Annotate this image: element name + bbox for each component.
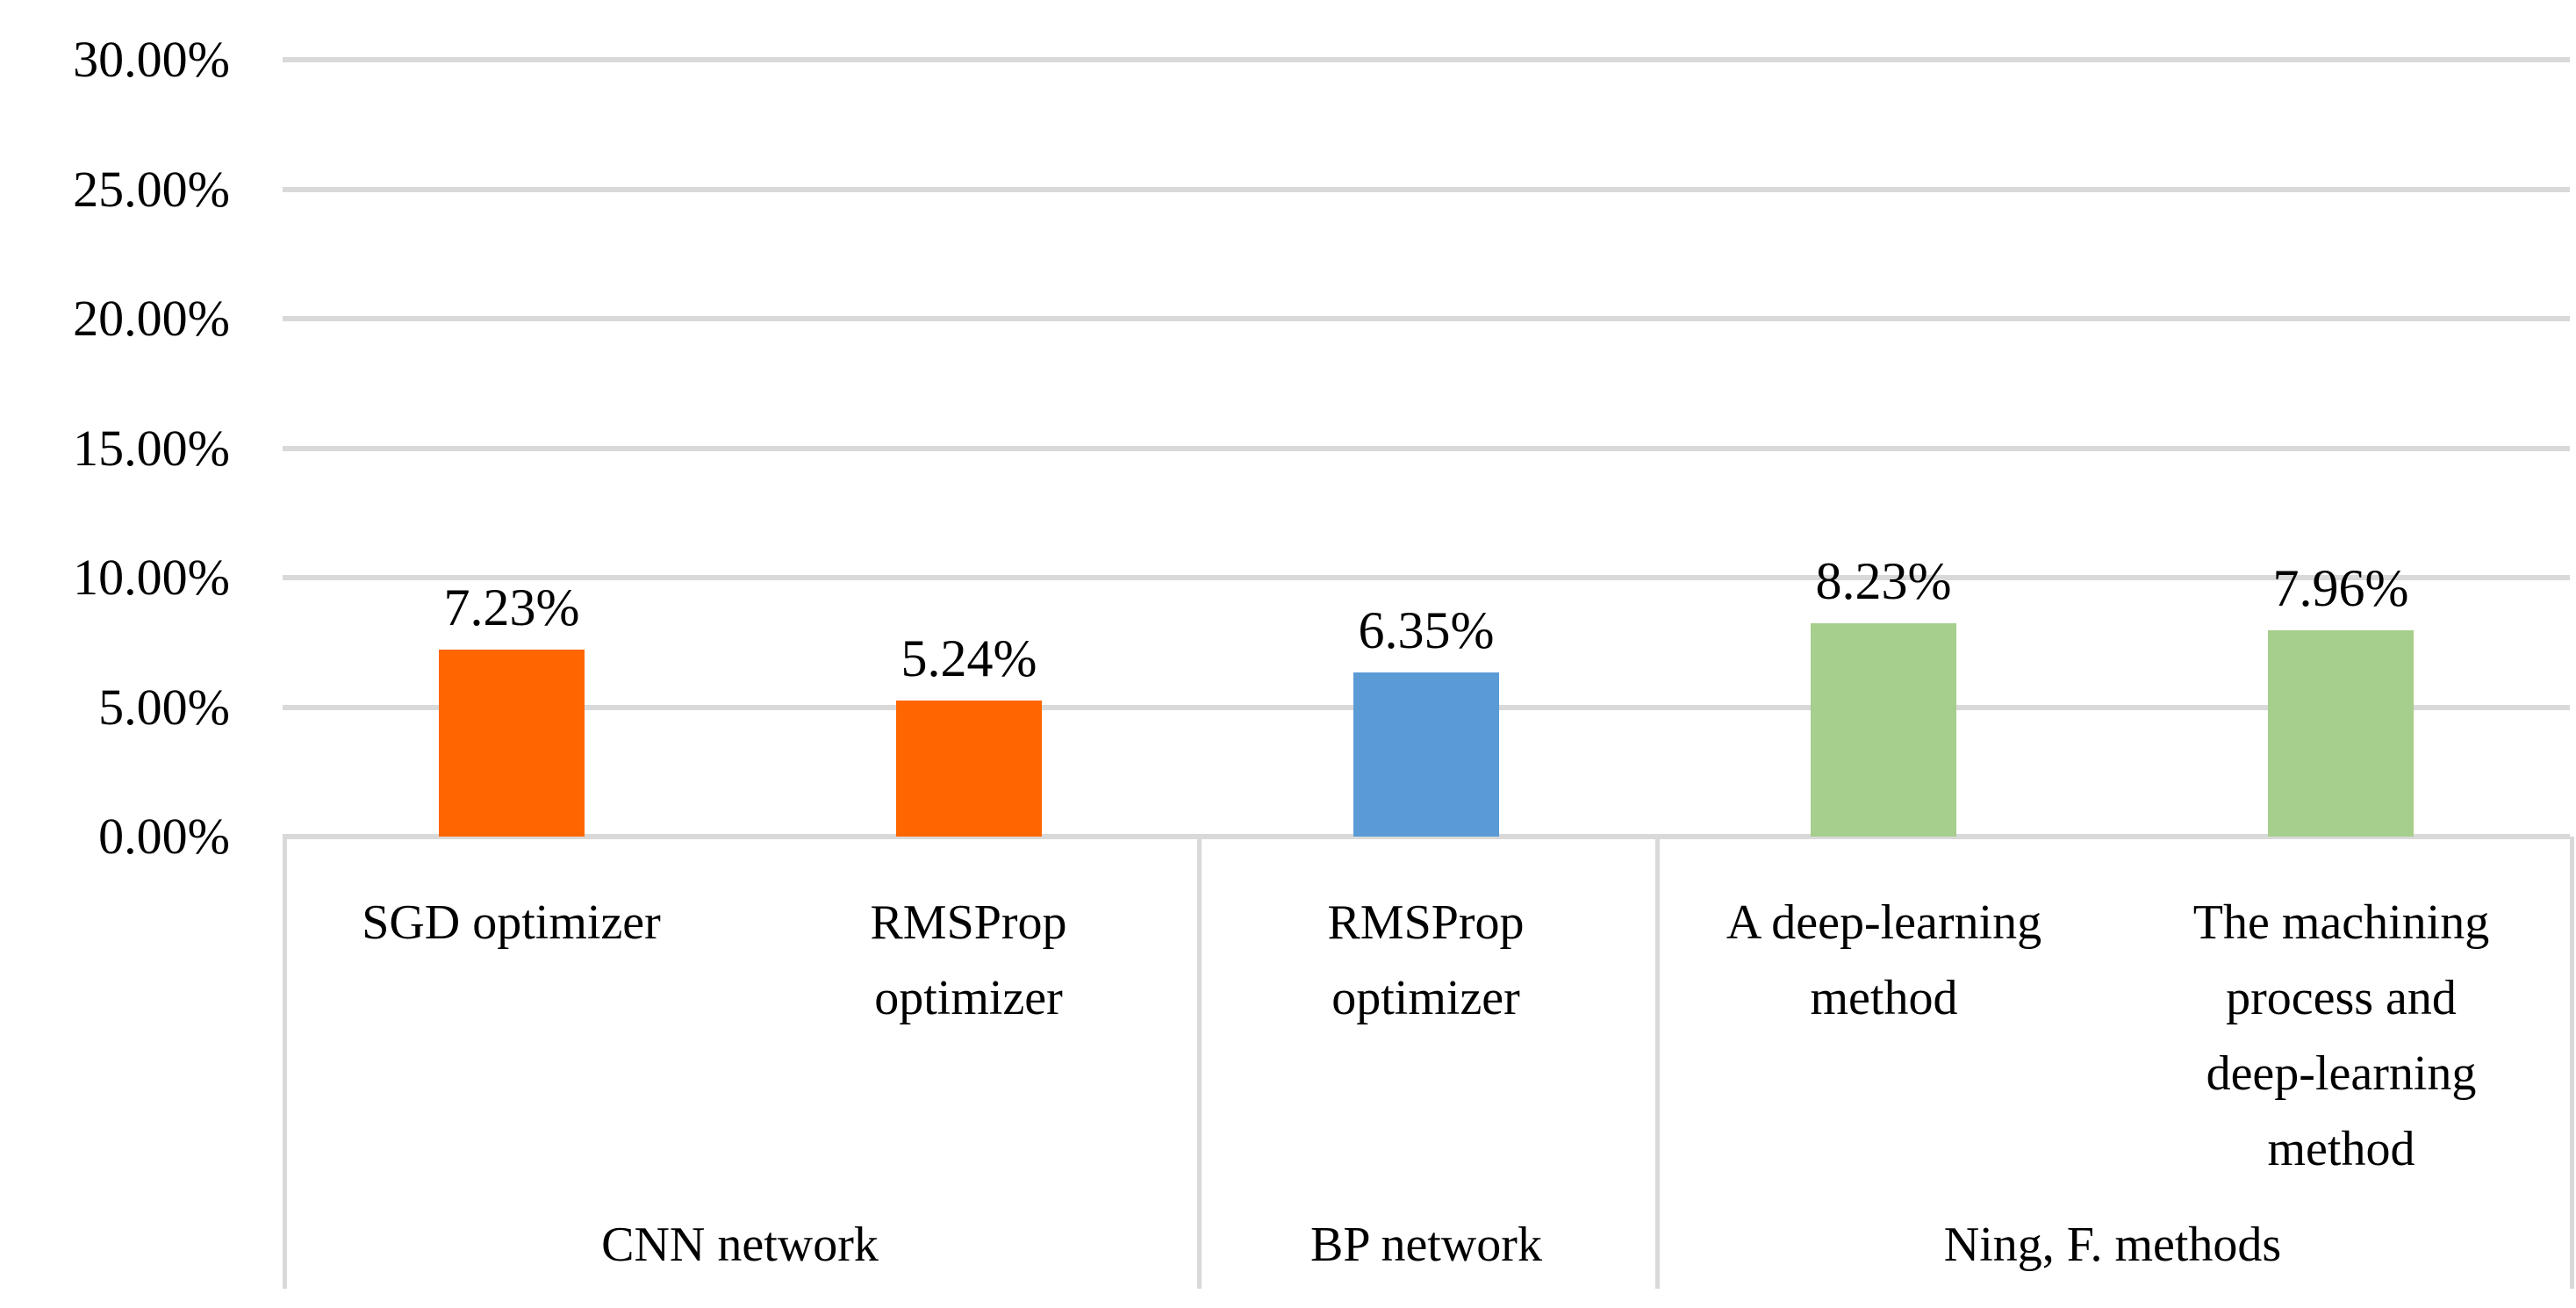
gridline (283, 316, 2570, 321)
y-tick-label: 0.00% (98, 808, 230, 865)
gridline (283, 575, 2570, 580)
gridline (283, 445, 2570, 451)
bar (1811, 623, 1956, 837)
gridline (283, 186, 2570, 192)
category-label: The machining process and deep-learning met… (2113, 885, 2570, 1187)
bar (2268, 630, 2414, 837)
category-label-line: RMSProp (870, 895, 1067, 950)
group-divider (2570, 837, 2574, 1289)
category-label-line: optimizer (874, 971, 1063, 1025)
y-tick-label: 15.00% (73, 419, 230, 477)
gridline (283, 57, 2570, 62)
bar-value-label: 7.96% (2272, 559, 2409, 617)
y-tick-label: 25.00% (73, 160, 230, 218)
y-tick-label: 5.00% (98, 678, 230, 736)
category-label-line: method (2267, 1122, 2415, 1176)
category-label-line: The machining (2192, 895, 2490, 950)
category-label: RMSProp optimizer (740, 885, 1197, 1036)
category-label: A deep-learning method (1655, 885, 2113, 1036)
bar (439, 650, 585, 837)
bar-value-label: 5.24% (901, 629, 1037, 687)
group-divider (1197, 837, 1202, 1289)
group-label: Ning, F. methods (1943, 1218, 2282, 1272)
category-label-line: SGD optimizer (362, 895, 661, 950)
gridline (283, 834, 2570, 839)
bar-value-label: 7.23% (443, 579, 580, 636)
y-tick-label: 20.00% (73, 290, 230, 347)
bar-value-label: 8.23% (1815, 552, 1952, 610)
group-label: BP network (1310, 1218, 1542, 1272)
category-label-line: optimizer (1331, 971, 1520, 1025)
y-tick-label: 10.00% (73, 549, 230, 606)
bar (1353, 672, 1499, 837)
y-tick-label: 30.00% (73, 31, 230, 88)
category-label-line: process and (2226, 971, 2457, 1025)
category-label-line: method (1810, 971, 1958, 1025)
category-label: SGD optimizer (283, 885, 740, 960)
group-divider (283, 837, 287, 1289)
bar-value-label: 6.35% (1358, 601, 1495, 659)
category-label-line: A deep-learning (1726, 895, 2042, 950)
bar (896, 701, 1042, 837)
group-divider (1655, 837, 1660, 1289)
category-label: RMSProp optimizer (1197, 885, 1654, 1036)
category-label-line: RMSProp (1327, 895, 1525, 950)
category-label-line: deep-learning (2206, 1046, 2477, 1101)
group-label: CNN network (601, 1218, 879, 1272)
